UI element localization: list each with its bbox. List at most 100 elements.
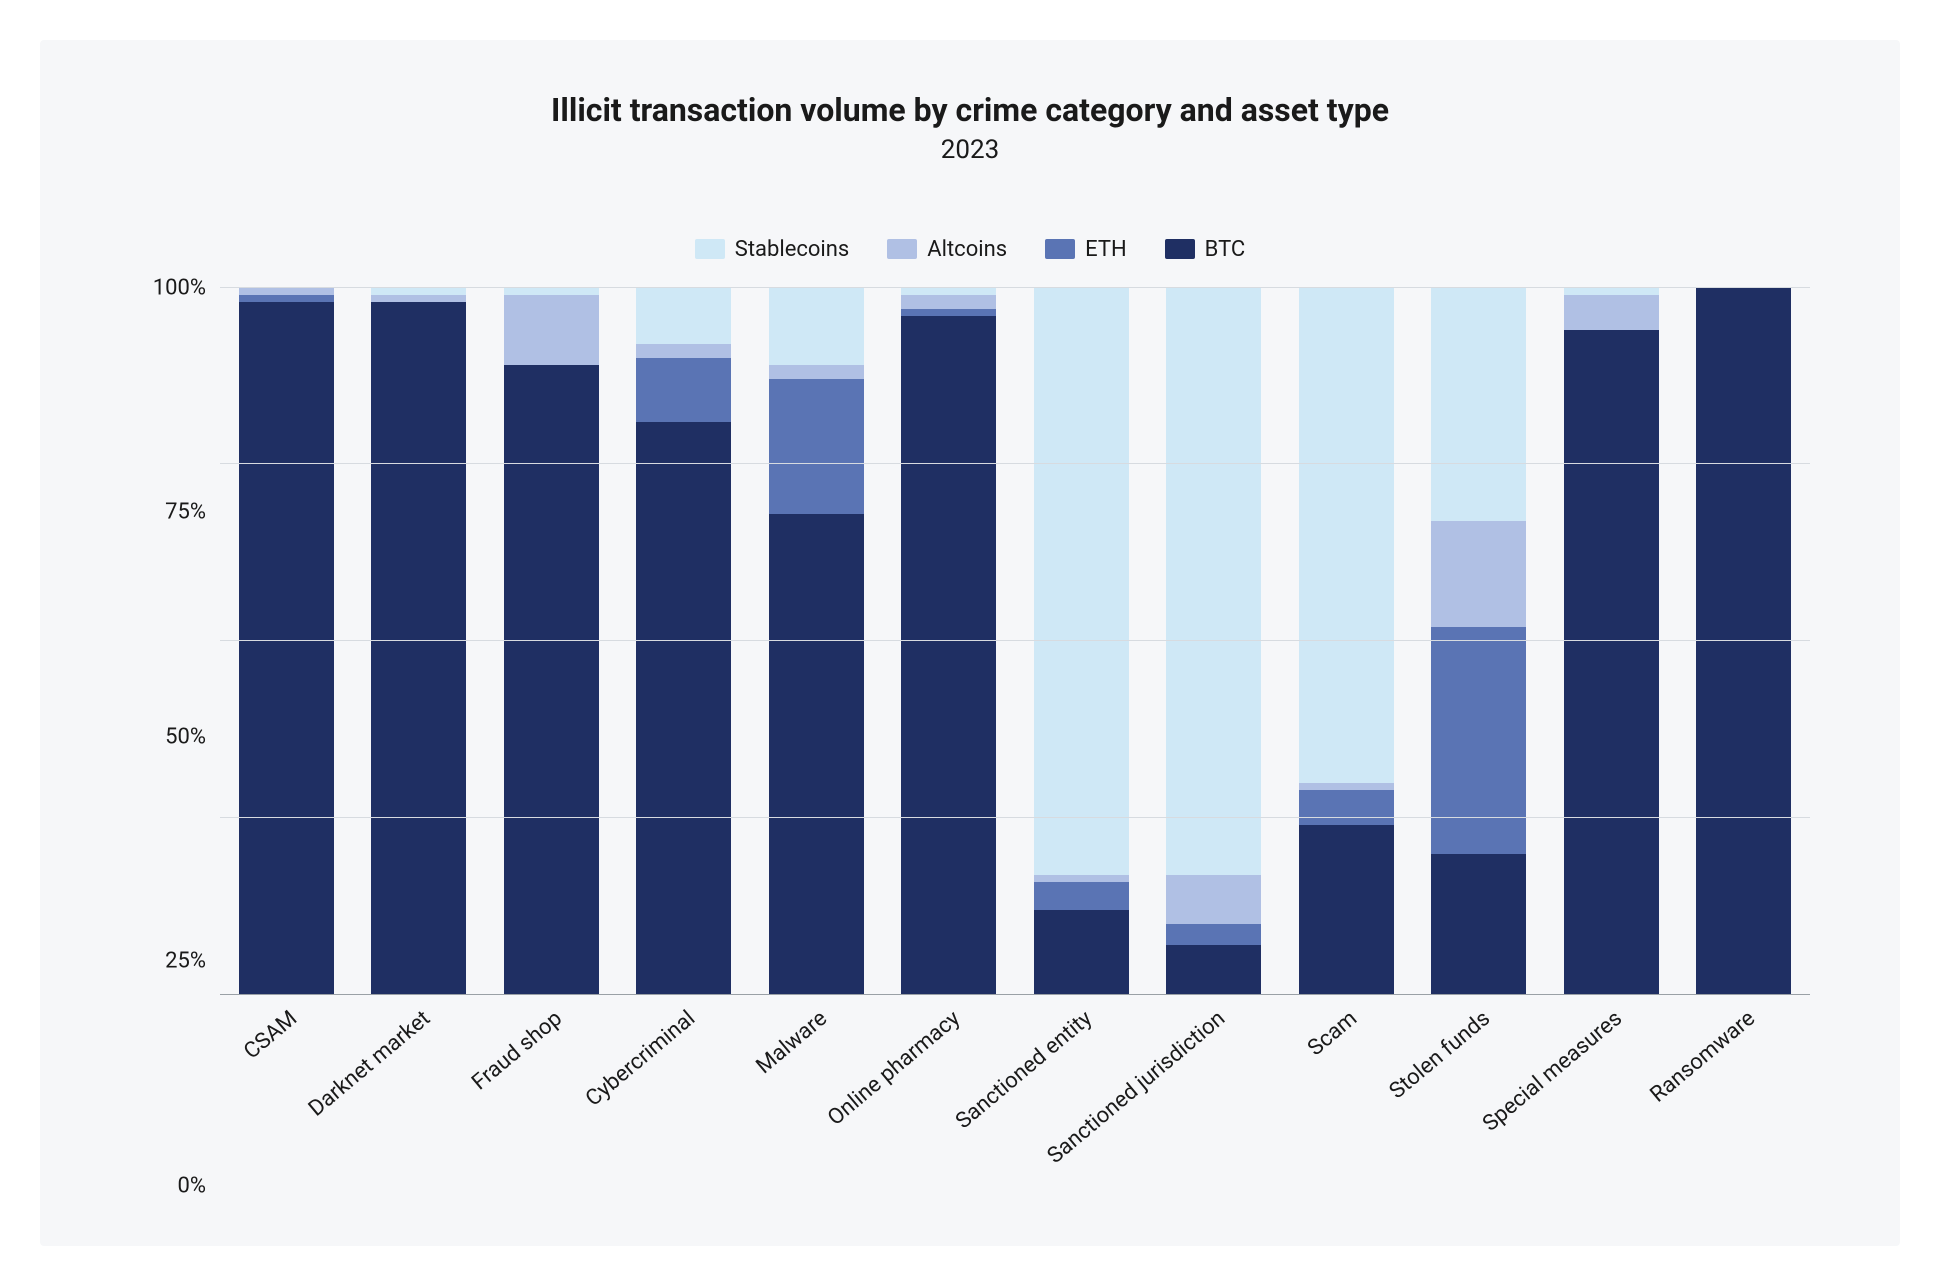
bar-segment-btc xyxy=(636,422,731,995)
bar-segment-stablecoins xyxy=(901,288,996,295)
bar-segment-altcoins xyxy=(1564,295,1659,330)
chart-card: Illicit transaction volume by crime cate… xyxy=(40,40,1900,1246)
legend-item-btc: BTC xyxy=(1165,237,1246,262)
bar-segment-altcoins xyxy=(1034,875,1129,882)
bar-segment-eth xyxy=(1034,882,1129,910)
bar-segment-altcoins xyxy=(1166,875,1261,925)
chart-subtitle: 2023 xyxy=(130,134,1810,167)
legend-item-eth: ETH xyxy=(1045,237,1127,262)
legend-swatch-altcoins xyxy=(887,239,917,259)
bar-segment-eth xyxy=(239,295,334,302)
y-axis: 0%25%50%75%100% xyxy=(130,288,220,1187)
bar xyxy=(371,288,466,996)
bar xyxy=(636,288,731,996)
bar-segment-altcoins xyxy=(636,344,731,358)
x-slot: Ransomware xyxy=(1678,996,1811,1186)
plot-area xyxy=(220,288,1810,997)
bar-slot xyxy=(618,288,751,996)
bar-segment-altcoins xyxy=(504,295,599,366)
gridline xyxy=(220,817,1810,818)
bar-slot xyxy=(353,288,486,996)
bar-segment-altcoins xyxy=(769,365,864,379)
bar xyxy=(1299,288,1394,996)
x-tick-label: CSAM xyxy=(240,1006,303,1064)
baseline xyxy=(220,994,1810,995)
plot-and-x: CSAMDarknet marketFraud shopCybercrimina… xyxy=(220,288,1810,1187)
bar-segment-altcoins xyxy=(239,288,334,295)
legend-label-altcoins: Altcoins xyxy=(927,237,1007,262)
bar-segment-btc xyxy=(769,514,864,995)
bar-slot xyxy=(1148,288,1281,996)
bar xyxy=(901,288,996,996)
legend-label-stablecoins: Stablecoins xyxy=(735,237,850,262)
bar-segment-eth xyxy=(769,379,864,513)
bar xyxy=(504,288,599,996)
legend-item-altcoins: Altcoins xyxy=(887,237,1007,262)
x-tick-label: Scam xyxy=(1303,1006,1362,1061)
bar-segment-stablecoins xyxy=(769,288,864,366)
legend-label-btc: BTC xyxy=(1205,237,1246,262)
y-tick-label: 75% xyxy=(165,500,206,525)
bar-segment-btc xyxy=(1564,330,1659,995)
chart-frame: Illicit transaction volume by crime cate… xyxy=(0,0,1940,1286)
bar-segment-stablecoins xyxy=(1034,288,1129,875)
plot-wrap: 0%25%50%75%100% CSAMDarknet marketFraud … xyxy=(130,288,1810,1187)
bar xyxy=(1696,288,1791,996)
bar-segment-eth xyxy=(1299,790,1394,825)
bar-segment-eth xyxy=(901,309,996,316)
chart-title: Illicit transaction volume by crime cate… xyxy=(130,90,1810,130)
bar xyxy=(1166,288,1261,996)
bar xyxy=(1431,288,1526,996)
bars-container xyxy=(220,288,1810,996)
y-tick-label: 100% xyxy=(153,275,206,300)
bar-segment-btc xyxy=(1696,288,1791,996)
bar-segment-stablecoins xyxy=(1431,288,1526,521)
x-slot: Cybercriminal xyxy=(618,996,751,1186)
y-tick-label: 50% xyxy=(165,724,206,749)
bar-segment-eth xyxy=(636,358,731,422)
bar-segment-stablecoins xyxy=(1564,288,1659,295)
x-slot: Sanctioned jurisdiction xyxy=(1148,996,1281,1186)
bar xyxy=(239,288,334,996)
bar-segment-btc xyxy=(1166,945,1261,995)
bar-segment-eth xyxy=(1166,924,1261,945)
x-axis: CSAMDarknet marketFraud shopCybercrimina… xyxy=(220,996,1810,1186)
y-tick-label: 0% xyxy=(178,1174,206,1199)
bar-segment-btc xyxy=(1034,910,1129,995)
bar xyxy=(1564,288,1659,996)
bar-slot xyxy=(1280,288,1413,996)
bar-slot xyxy=(220,288,353,996)
bar-slot xyxy=(1678,288,1811,996)
bar-segment-stablecoins xyxy=(1299,288,1394,783)
bar-segment-btc xyxy=(1299,825,1394,995)
y-tick-label: 25% xyxy=(165,949,206,974)
bar-segment-btc xyxy=(901,316,996,995)
bar-segment-btc xyxy=(371,302,466,995)
legend-item-stablecoins: Stablecoins xyxy=(695,237,850,262)
bar-slot xyxy=(883,288,1016,996)
bar-segment-stablecoins xyxy=(504,288,599,295)
legend-swatch-btc xyxy=(1165,239,1195,259)
bar-segment-eth xyxy=(1431,627,1526,853)
bar-segment-altcoins xyxy=(371,295,466,302)
legend-swatch-stablecoins xyxy=(695,239,725,259)
bar-segment-altcoins xyxy=(901,295,996,309)
bar-segment-stablecoins xyxy=(371,288,466,295)
bar-segment-btc xyxy=(239,302,334,995)
x-slot: Darknet market xyxy=(353,996,486,1186)
bar-segment-btc xyxy=(1431,854,1526,996)
bar-segment-altcoins xyxy=(1299,783,1394,790)
legend-label-eth: ETH xyxy=(1085,237,1127,262)
bar-segment-stablecoins xyxy=(636,288,731,345)
bar-slot xyxy=(1015,288,1148,996)
bar-segment-btc xyxy=(504,365,599,995)
bar-slot xyxy=(1413,288,1546,996)
x-tick-label: Malware xyxy=(752,1006,832,1079)
legend: Stablecoins Altcoins ETH BTC xyxy=(130,237,1810,262)
bar-segment-stablecoins xyxy=(1166,288,1261,875)
bar xyxy=(1034,288,1129,996)
legend-swatch-eth xyxy=(1045,239,1075,259)
bar xyxy=(769,288,864,996)
gridline xyxy=(220,463,1810,464)
gridline xyxy=(220,287,1810,288)
